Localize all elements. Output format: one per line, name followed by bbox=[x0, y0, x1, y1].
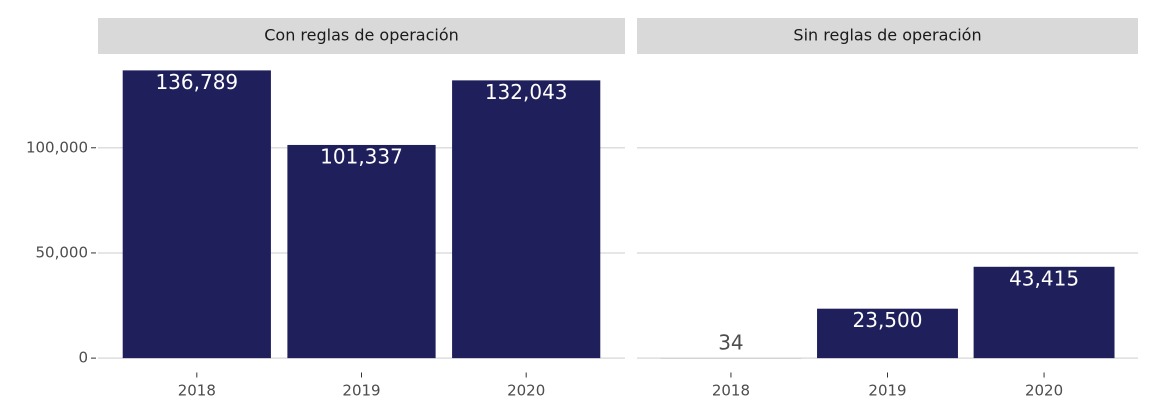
facet-title: Sin reglas de operación bbox=[793, 26, 981, 45]
bar bbox=[817, 308, 958, 359]
value-label: 132,043 bbox=[485, 80, 568, 104]
y-tick-label: 100,000 bbox=[26, 138, 88, 156]
value-label: 101,337 bbox=[320, 144, 403, 168]
bar bbox=[452, 80, 601, 359]
facet-title: Con reglas de operación bbox=[264, 26, 459, 45]
x-tick-label: 2019 bbox=[868, 382, 906, 400]
y-tick-label: 50,000 bbox=[36, 243, 89, 261]
value-label: 34 bbox=[718, 331, 743, 355]
bar bbox=[973, 266, 1115, 359]
x-tick-label: 2020 bbox=[1025, 382, 1063, 400]
bar bbox=[287, 144, 436, 359]
x-tick-label: 2018 bbox=[712, 382, 750, 400]
bar bbox=[122, 70, 271, 359]
value-label: 136,789 bbox=[155, 70, 238, 94]
facet-strip bbox=[637, 18, 1138, 54]
facet-strip bbox=[98, 18, 625, 54]
x-tick-label: 2020 bbox=[507, 382, 545, 400]
y-tick-label: 0 bbox=[78, 349, 88, 367]
value-label: 43,415 bbox=[1009, 266, 1079, 290]
value-label: 23,500 bbox=[853, 308, 923, 332]
x-tick-label: 2018 bbox=[178, 382, 216, 400]
x-tick-label: 2019 bbox=[342, 382, 380, 400]
